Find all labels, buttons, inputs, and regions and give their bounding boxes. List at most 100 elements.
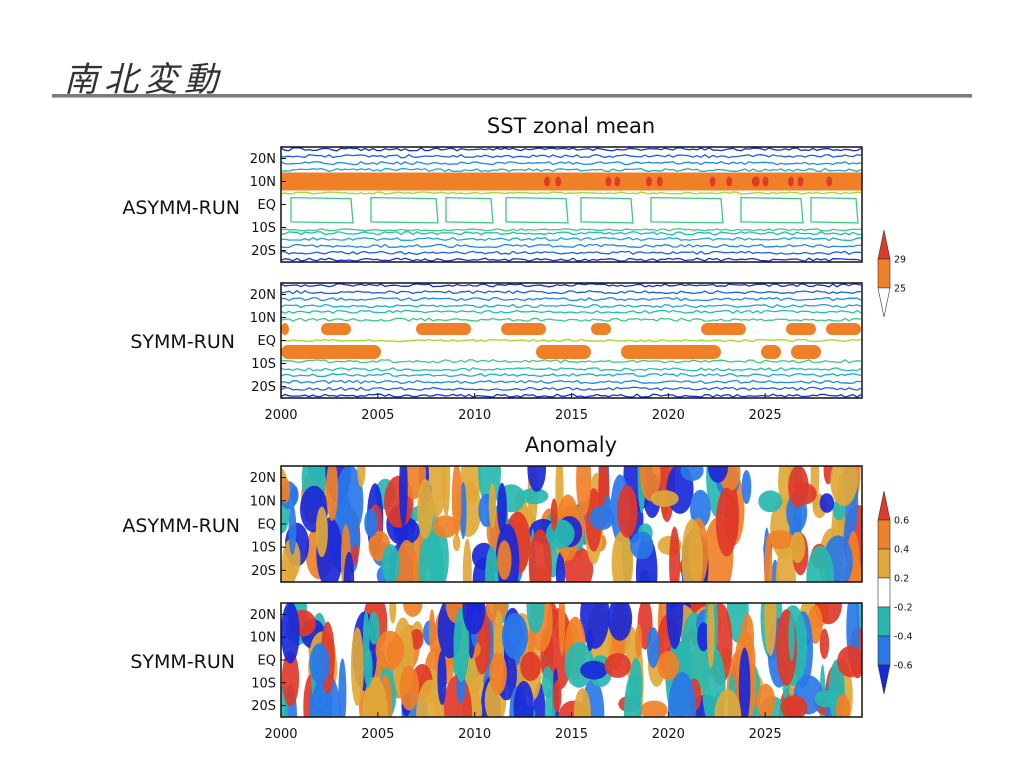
sst-warm-spot bbox=[645, 176, 652, 187]
sst-contour-line bbox=[281, 243, 861, 249]
anomaly-patch bbox=[697, 622, 710, 652]
anomaly-patch bbox=[629, 658, 643, 711]
anomaly-colorbar-level-label: 0.6 bbox=[894, 516, 909, 527]
sst-contour-line bbox=[281, 160, 862, 166]
lat-tick-label: EQ bbox=[258, 654, 276, 669]
anomaly-patch bbox=[707, 466, 728, 483]
sst-closed-contour bbox=[650, 196, 724, 224]
lat-tick-label: 10N bbox=[250, 631, 276, 646]
anomaly-colorbar-cap bbox=[877, 664, 891, 695]
anomaly-asymm-shaded-field bbox=[281, 466, 862, 582]
anomaly-colorbar-swatch bbox=[877, 635, 891, 666]
anomaly-colorbar-swatch bbox=[877, 577, 891, 608]
anomaly-patch bbox=[558, 603, 566, 656]
anomaly-patch bbox=[281, 603, 300, 664]
anomaly-patch bbox=[835, 694, 851, 717]
lat-tick-label: 10S bbox=[251, 357, 276, 372]
sst-contour-line bbox=[281, 367, 862, 372]
year-tick-label: 2010 bbox=[458, 727, 491, 742]
anomaly-patch bbox=[669, 526, 681, 582]
sst-warm-spot bbox=[544, 176, 551, 187]
sst-contour-line bbox=[281, 191, 862, 195]
anomaly-patch bbox=[403, 603, 423, 617]
sst-warm-patch bbox=[701, 323, 746, 335]
sst-warm-patch bbox=[281, 323, 289, 335]
anomaly-patch bbox=[580, 660, 608, 680]
sst-warm-patch bbox=[501, 323, 546, 335]
year-tick-label: 2020 bbox=[652, 408, 685, 423]
anomaly-patch bbox=[715, 487, 738, 557]
anomaly-patch bbox=[364, 508, 379, 538]
sst-warm-spot bbox=[709, 176, 716, 187]
anomaly-patch bbox=[290, 485, 299, 505]
lat-tick-label: 20N bbox=[250, 152, 276, 167]
year-tick-label: 2005 bbox=[361, 408, 394, 423]
anomaly-patch bbox=[780, 695, 808, 717]
anomaly-patch bbox=[513, 681, 534, 717]
sst-colorbar-level-label: 29 bbox=[894, 255, 906, 266]
anomaly-patch bbox=[501, 612, 529, 660]
anomaly-patch bbox=[814, 690, 838, 708]
year-tick-label: 2000 bbox=[264, 408, 297, 423]
anomaly-patch bbox=[451, 466, 462, 536]
sst-warm-spot bbox=[726, 176, 733, 187]
sst-closed-contour bbox=[445, 196, 494, 224]
sst-warm-patch bbox=[281, 345, 381, 359]
sst-warm-patch bbox=[536, 345, 576, 359]
anomaly-patch bbox=[657, 650, 679, 681]
anomaly-patch bbox=[666, 603, 684, 649]
year-tick-label: 2025 bbox=[749, 727, 782, 742]
anomaly-asymm-panel-label: ASYMM-RUN bbox=[122, 515, 240, 537]
sst-chart-title: SST zonal mean bbox=[487, 114, 655, 138]
sst-colorbar-cap bbox=[877, 287, 891, 318]
sst-warm-patch bbox=[631, 345, 721, 359]
sst-warm-spot bbox=[555, 176, 562, 187]
sst-contour-line bbox=[281, 231, 862, 236]
sst-warm-patch bbox=[826, 323, 861, 335]
sst-colorbar-level-label: 25 bbox=[894, 284, 906, 295]
anomaly-patch bbox=[586, 629, 594, 652]
anomaly-patch bbox=[475, 699, 483, 717]
sst-contour-line bbox=[281, 289, 862, 295]
anomaly-patch bbox=[741, 470, 752, 504]
anomaly-colorbar-level-label: -0.6 bbox=[894, 661, 913, 672]
anomaly-patch bbox=[281, 477, 291, 504]
anomaly-patch bbox=[550, 498, 558, 531]
sst-colorbar-cap bbox=[877, 229, 891, 260]
sst-contour-line bbox=[281, 147, 862, 152]
anomaly-patch bbox=[764, 535, 773, 582]
anomaly-patch bbox=[418, 532, 445, 582]
sst-warm-spot bbox=[656, 176, 663, 187]
anomaly-patch bbox=[630, 531, 654, 560]
sst-warm-spot bbox=[762, 176, 769, 187]
sst-closed-contour bbox=[580, 196, 634, 224]
sst-closed-contour bbox=[290, 196, 354, 224]
slide-title: 南北変動 bbox=[64, 60, 224, 100]
anomaly-patch bbox=[497, 482, 507, 534]
sst-closed-contour bbox=[505, 196, 569, 224]
sst-contour-line bbox=[281, 154, 862, 159]
anomaly-patch bbox=[488, 483, 497, 529]
anomaly-patch bbox=[640, 700, 668, 717]
lat-tick-label: 10S bbox=[251, 221, 276, 236]
anomaly-patch bbox=[819, 628, 830, 659]
anomaly-colorbar-swatch bbox=[877, 548, 891, 579]
anomaly-patch bbox=[764, 603, 777, 656]
year-tick-label: 2025 bbox=[749, 408, 782, 423]
sst-contour-line bbox=[281, 338, 862, 343]
year-tick-label: 2000 bbox=[264, 727, 297, 742]
sst-warm-spot bbox=[751, 176, 758, 187]
anomaly-patch bbox=[282, 538, 301, 580]
anomaly-patch bbox=[311, 672, 341, 717]
sst-warm-spot bbox=[614, 176, 621, 187]
anomaly-patch bbox=[617, 485, 638, 538]
anomaly-patch bbox=[362, 610, 370, 669]
sst-contour-line bbox=[281, 386, 862, 392]
sst-warm-patch bbox=[321, 323, 351, 335]
anomaly-patch bbox=[452, 534, 461, 552]
sst-contour-line bbox=[281, 167, 862, 173]
sst-warm-spot bbox=[787, 176, 794, 187]
anomaly-patch bbox=[453, 607, 470, 682]
sst-contour-line bbox=[281, 372, 862, 378]
